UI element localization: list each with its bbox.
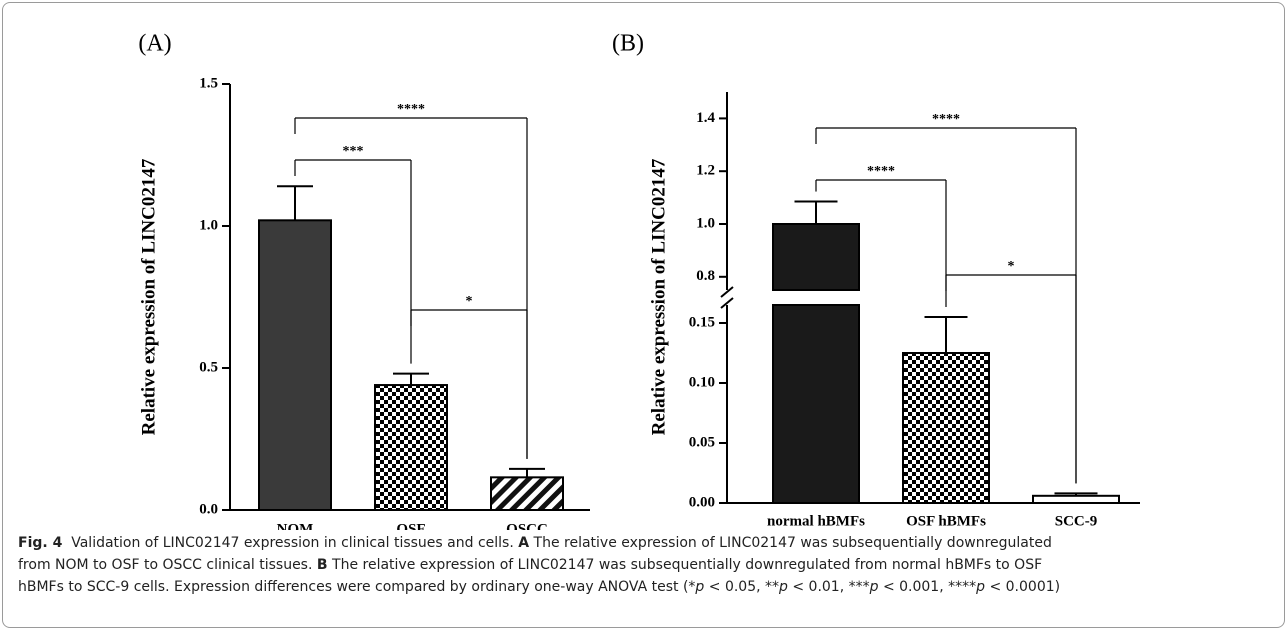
significance-label: **** (397, 102, 425, 117)
caption-text: < 0.05, ** (704, 579, 780, 595)
caption-text: Validation of LINC02147 expression in cl… (62, 535, 519, 551)
y-tick-label: 0.15 (689, 314, 715, 330)
bar (374, 384, 448, 512)
caption-text: A (518, 535, 530, 551)
bar (772, 223, 860, 291)
caption-text: from NOM to OSF to OSCC clinical tissues… (18, 557, 317, 573)
y-tick-label: 0.5 (199, 359, 218, 375)
caption-text: hBMFs to SCC-9 cells. Expression differe… (18, 579, 696, 595)
significance-label: *** (343, 144, 364, 159)
bar (902, 352, 990, 504)
panel-label: (B) (612, 31, 644, 57)
caption-text: p (976, 579, 986, 595)
caption-text: The relative expression of LINC02147 was… (327, 557, 1043, 573)
caption-text: p (869, 579, 879, 595)
y-tick-label: 1.5 (199, 75, 218, 91)
figure: (A) Relative expression of LINC02147 0.0 0.… (138, 31, 1140, 530)
x-tick-label: NOM (277, 521, 314, 530)
bar (258, 219, 332, 511)
x-tick-label: normal hBMFs (767, 513, 865, 529)
caption-text: < 0.01, *** (787, 579, 870, 595)
caption-text: The relative expression of LINC02147 was… (529, 535, 1052, 551)
caption-line: hBMFs to SCC-9 cells. Expression differe… (18, 576, 1278, 598)
axis-break (720, 286, 734, 298)
bar (1032, 494, 1120, 504)
caption-text: < 0.0001) (985, 579, 1061, 595)
panel-label: (A) (138, 31, 171, 57)
axis-break (720, 297, 734, 309)
caption-text: Fig. 4 (18, 535, 63, 551)
x-tick-label: SCC-9 (1055, 513, 1098, 529)
y-tick-label: 1.0 (696, 215, 715, 231)
y-tick-label: 0.8 (696, 268, 715, 284)
y-axis-label: Relative expression of LINC02147 (648, 158, 669, 435)
x-tick-label: OSCC (506, 521, 548, 530)
y-tick-label: 0.05 (689, 434, 715, 450)
caption-text: p (695, 579, 705, 595)
y-tick-label: 0.00 (689, 494, 715, 510)
y-tick-label: 0.10 (689, 374, 715, 390)
y-tick-label: 1.0 (199, 217, 218, 233)
bar (490, 476, 564, 511)
bar (772, 304, 860, 504)
x-tick-label: OSF hBMFs (906, 513, 986, 529)
y-tick-label: 1.2 (696, 163, 715, 179)
caption-text: < 0.001, **** (878, 579, 977, 595)
caption-line: Fig. 4 Validation of LINC02147 expressio… (18, 532, 1278, 554)
caption: Fig. 4 Validation of LINC02147 expressio… (18, 532, 1278, 598)
significance-label: * (466, 294, 473, 309)
significance-label: **** (867, 164, 895, 179)
caption-text: B (316, 557, 328, 573)
y-axis-label: Relative expression of LINC02147 (138, 158, 159, 435)
significance-label: * (1008, 259, 1015, 274)
x-tick-label: OSF (396, 521, 425, 530)
y-tick-label: 1.4 (696, 110, 715, 126)
caption-line: from NOM to OSF to OSCC clinical tissues… (18, 554, 1278, 576)
y-tick-label: 0.0 (199, 501, 218, 517)
significance-label: **** (932, 112, 960, 127)
caption-text: p (779, 579, 788, 595)
